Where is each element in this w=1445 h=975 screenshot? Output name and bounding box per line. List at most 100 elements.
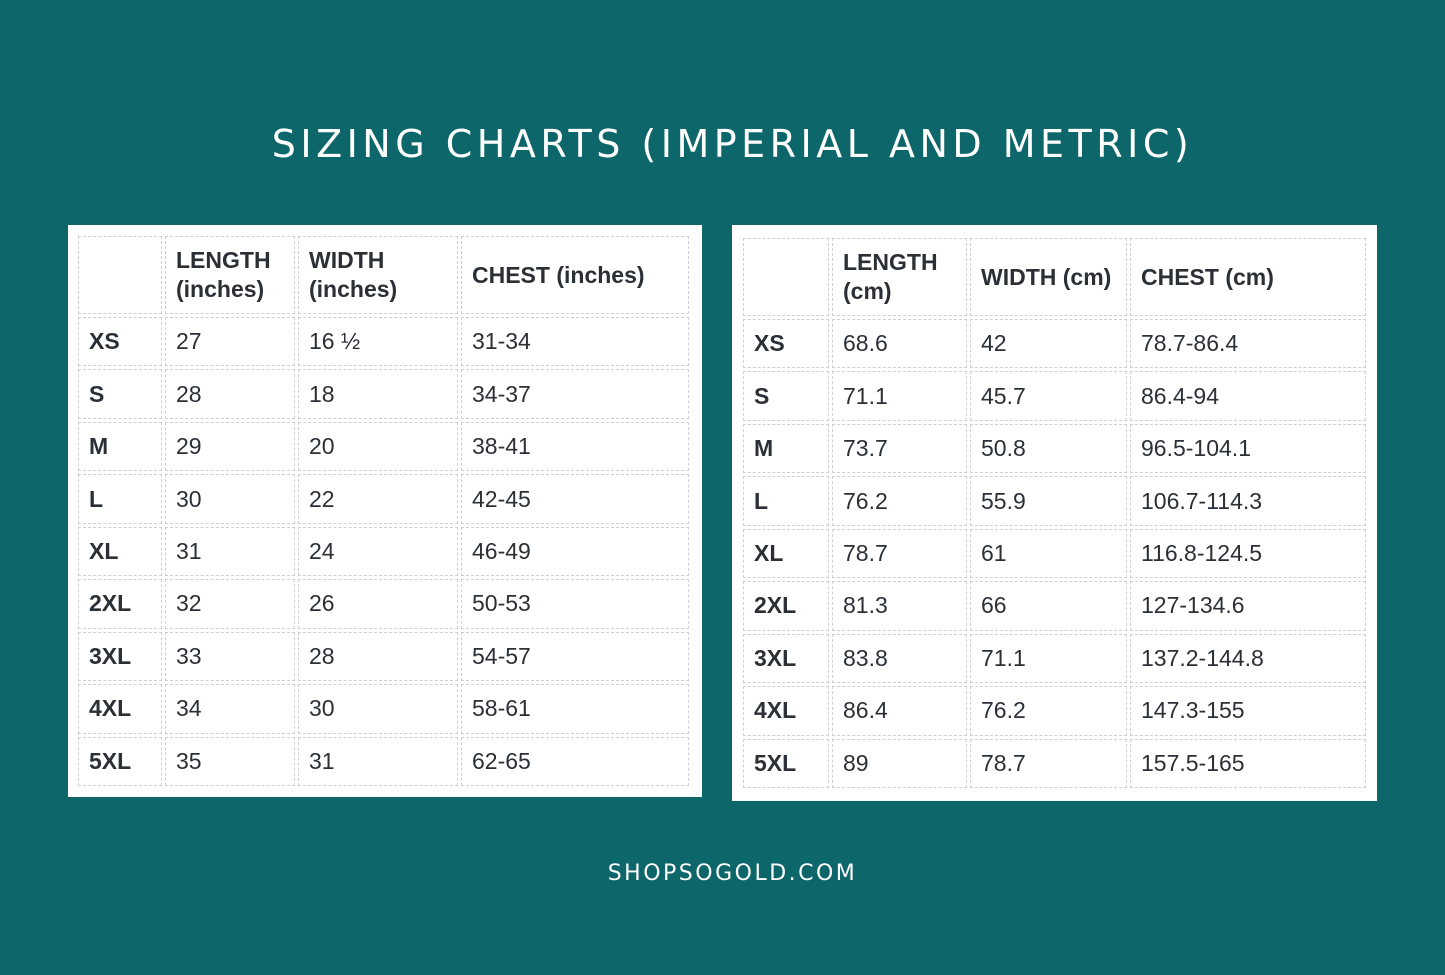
header-size bbox=[78, 236, 162, 314]
chest-value: 157.5-165 bbox=[1130, 738, 1366, 788]
imperial-size-table: LENGTH (inches) WIDTH (inches) CHEST (in… bbox=[75, 233, 692, 789]
size-label: 3XL bbox=[78, 631, 162, 682]
page-title: SIZING CHARTS (IMPERIAL AND METRIC) bbox=[271, 122, 1194, 166]
width-value: 61 bbox=[970, 528, 1127, 579]
chest-value: 127-134.6 bbox=[1130, 581, 1366, 631]
table-row: M 73.7 50.8 96.5-104.1 bbox=[743, 423, 1366, 474]
chest-value: 78.7-86.4 bbox=[1130, 319, 1366, 369]
length-value: 28 bbox=[165, 369, 295, 419]
table-row: 5XL 89 78.7 157.5-165 bbox=[743, 738, 1366, 788]
width-value: 22 bbox=[298, 474, 458, 524]
header-chest: CHEST (cm) bbox=[1130, 238, 1366, 316]
size-label: 2XL bbox=[78, 579, 162, 629]
chest-value: 86.4-94 bbox=[1130, 371, 1366, 421]
header-length: LENGTH (inches) bbox=[165, 236, 295, 314]
table-row: 4XL 86.4 76.2 147.3-155 bbox=[743, 686, 1366, 736]
width-value: 50.8 bbox=[970, 423, 1127, 474]
chest-value: 58-61 bbox=[461, 684, 689, 734]
length-value: 86.4 bbox=[832, 686, 967, 736]
length-value: 31 bbox=[165, 526, 295, 577]
header-size bbox=[743, 238, 829, 316]
chest-value: 62-65 bbox=[461, 736, 689, 786]
header-width: WIDTH (cm) bbox=[970, 238, 1127, 316]
width-value: 18 bbox=[298, 369, 458, 419]
chest-value: 38-41 bbox=[461, 421, 689, 472]
width-value: 20 bbox=[298, 421, 458, 472]
table-row: 2XL 32 26 50-53 bbox=[78, 579, 689, 629]
table-row: 5XL 35 31 62-65 bbox=[78, 736, 689, 786]
chest-value: 46-49 bbox=[461, 526, 689, 577]
size-label: 2XL bbox=[743, 581, 829, 631]
table-row: L 76.2 55.9 106.7-114.3 bbox=[743, 476, 1366, 526]
table-row: 2XL 81.3 66 127-134.6 bbox=[743, 581, 1366, 631]
length-value: 89 bbox=[832, 738, 967, 788]
chest-value: 42-45 bbox=[461, 474, 689, 524]
width-value: 76.2 bbox=[970, 686, 1127, 736]
metric-size-chart: LENGTH (cm) WIDTH (cm) CHEST (cm) XS 68.6… bbox=[732, 225, 1377, 801]
width-value: 42 bbox=[970, 319, 1127, 369]
table-row: S 71.1 45.7 86.4-94 bbox=[743, 371, 1366, 421]
size-label: XS bbox=[78, 317, 162, 367]
size-label: L bbox=[78, 474, 162, 524]
size-label: XL bbox=[78, 526, 162, 577]
header-length: LENGTH (cm) bbox=[832, 238, 967, 316]
table-row: XL 78.7 61 116.8-124.5 bbox=[743, 528, 1366, 579]
width-value: 78.7 bbox=[970, 738, 1127, 788]
length-value: 33 bbox=[165, 631, 295, 682]
width-value: 45.7 bbox=[970, 371, 1127, 421]
length-value: 68.6 bbox=[832, 319, 967, 369]
size-label: 4XL bbox=[743, 686, 829, 736]
table-header-row: LENGTH (cm) WIDTH (cm) CHEST (cm) bbox=[743, 238, 1366, 316]
length-value: 32 bbox=[165, 579, 295, 629]
table-header-row: LENGTH (inches) WIDTH (inches) CHEST (in… bbox=[78, 236, 689, 314]
length-value: 34 bbox=[165, 684, 295, 734]
chest-value: 147.3-155 bbox=[1130, 686, 1366, 736]
table-row: 3XL 83.8 71.1 137.2-144.8 bbox=[743, 633, 1366, 684]
length-value: 27 bbox=[165, 317, 295, 367]
table-row: 3XL 33 28 54-57 bbox=[78, 631, 689, 682]
chest-value: 106.7-114.3 bbox=[1130, 476, 1366, 526]
width-value: 28 bbox=[298, 631, 458, 682]
length-value: 78.7 bbox=[832, 528, 967, 579]
size-label: XS bbox=[743, 319, 829, 369]
table-row: 4XL 34 30 58-61 bbox=[78, 684, 689, 734]
width-value: 30 bbox=[298, 684, 458, 734]
size-label: XL bbox=[743, 528, 829, 579]
size-label: 4XL bbox=[78, 684, 162, 734]
imperial-size-chart: LENGTH (inches) WIDTH (inches) CHEST (in… bbox=[68, 225, 702, 797]
chest-value: 137.2-144.8 bbox=[1130, 633, 1366, 684]
size-label: S bbox=[743, 371, 829, 421]
table-row: M 29 20 38-41 bbox=[78, 421, 689, 472]
length-value: 30 bbox=[165, 474, 295, 524]
metric-size-table: LENGTH (cm) WIDTH (cm) CHEST (cm) XS 68.6… bbox=[740, 235, 1369, 791]
size-label: 5XL bbox=[743, 738, 829, 788]
website-footer: SHOPSOGOLD.COM bbox=[607, 861, 858, 886]
chest-value: 34-37 bbox=[461, 369, 689, 419]
chest-value: 116.8-124.5 bbox=[1130, 528, 1366, 579]
table-row: XS 27 16 ½ 31-34 bbox=[78, 317, 689, 367]
length-value: 35 bbox=[165, 736, 295, 786]
width-value: 66 bbox=[970, 581, 1127, 631]
width-value: 16 ½ bbox=[298, 317, 458, 367]
length-value: 71.1 bbox=[832, 371, 967, 421]
chest-value: 50-53 bbox=[461, 579, 689, 629]
width-value: 71.1 bbox=[970, 633, 1127, 684]
width-value: 24 bbox=[298, 526, 458, 577]
table-row: S 28 18 34-37 bbox=[78, 369, 689, 419]
table-row: L 30 22 42-45 bbox=[78, 474, 689, 524]
length-value: 29 bbox=[165, 421, 295, 472]
length-value: 73.7 bbox=[832, 423, 967, 474]
size-label: S bbox=[78, 369, 162, 419]
width-value: 26 bbox=[298, 579, 458, 629]
length-value: 81.3 bbox=[832, 581, 967, 631]
table-row: XL 31 24 46-49 bbox=[78, 526, 689, 577]
table-row: XS 68.6 42 78.7-86.4 bbox=[743, 319, 1366, 369]
width-value: 31 bbox=[298, 736, 458, 786]
length-value: 76.2 bbox=[832, 476, 967, 526]
header-chest: CHEST (inches) bbox=[461, 236, 689, 314]
header-width: WIDTH (inches) bbox=[298, 236, 458, 314]
length-value: 83.8 bbox=[832, 633, 967, 684]
size-label: L bbox=[743, 476, 829, 526]
size-label: 5XL bbox=[78, 736, 162, 786]
chest-value: 96.5-104.1 bbox=[1130, 423, 1366, 474]
